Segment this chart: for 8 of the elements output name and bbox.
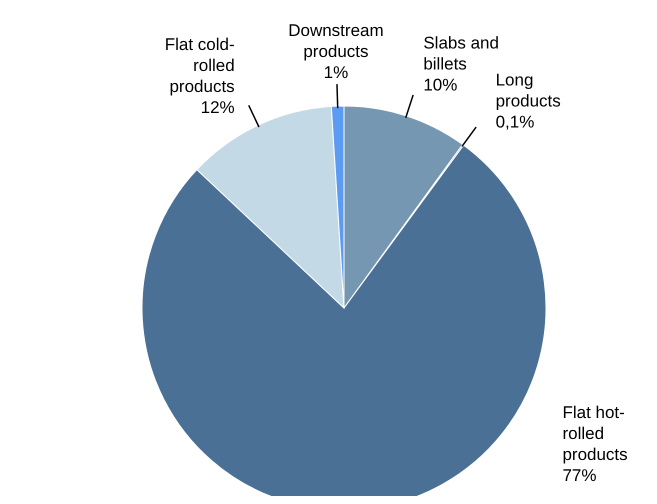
- data-label: 12%: [200, 98, 235, 117]
- slice-label: Downstream products: [288, 21, 384, 62]
- data-label: 0,1%: [496, 112, 534, 132]
- slice-label: Flat hot-rolled products: [562, 402, 628, 464]
- data-label: 77%: [562, 466, 596, 485]
- data-label: 10%: [423, 76, 458, 95]
- data-label: 1%: [324, 63, 348, 82]
- slice-label: Flat cold-rolled products: [164, 34, 235, 96]
